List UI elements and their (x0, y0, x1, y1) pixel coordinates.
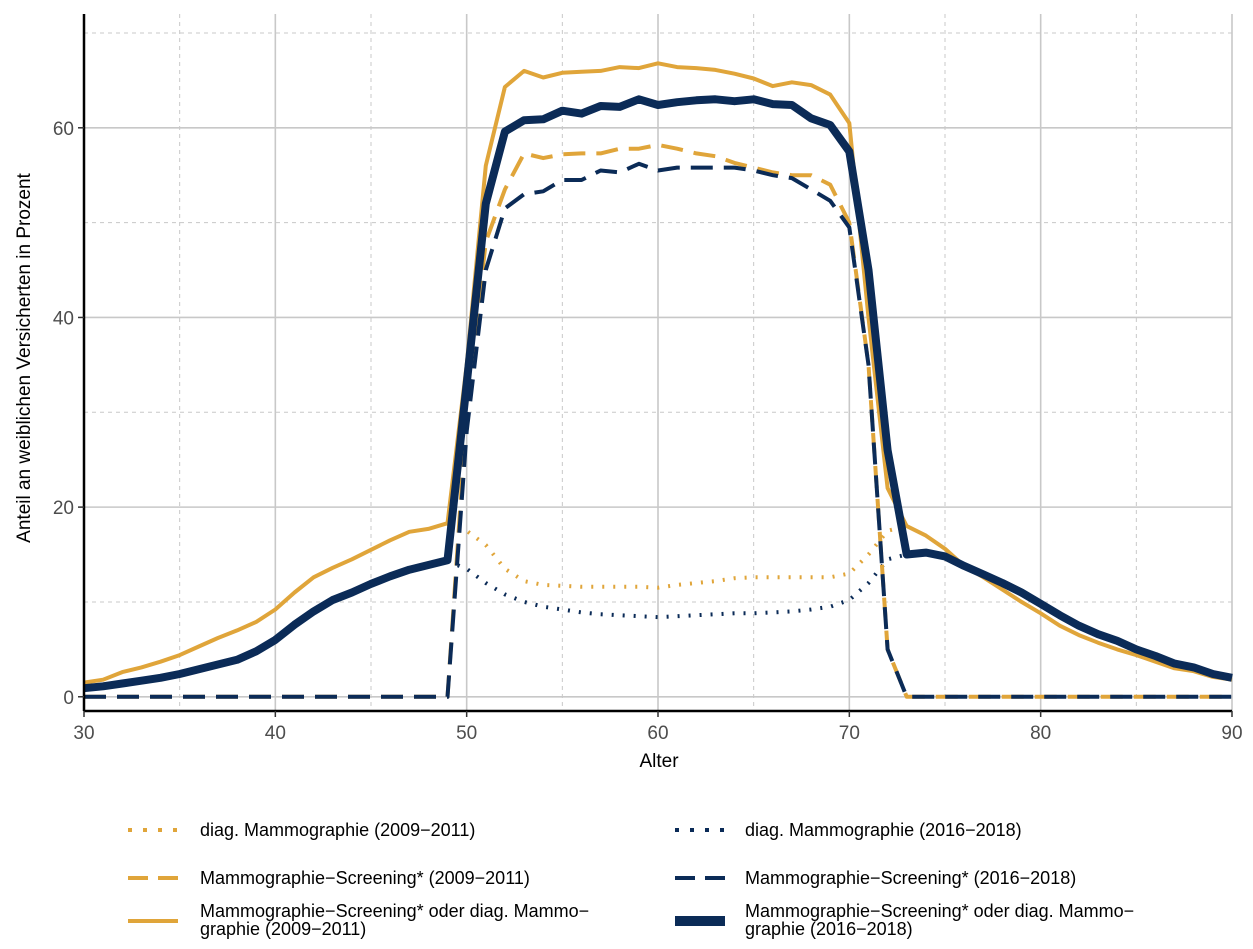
y-tick-label: 60 (53, 119, 74, 140)
x-tick-label: 60 (647, 723, 668, 744)
series-line-2 (446, 552, 908, 620)
x-tick-label: 30 (73, 723, 94, 744)
x-tick-label: 70 (839, 723, 860, 744)
series-lines (83, 61, 1233, 699)
series-line-6 (83, 95, 1233, 693)
y-tick-label: 40 (53, 308, 74, 329)
legend-label: Mammographie−Screening* (2009−2011) (200, 868, 530, 888)
x-tick-label: 90 (1221, 723, 1242, 744)
legend-label: Mammographie−Screening* oder diag. Mammo… (200, 901, 589, 921)
legend-label: diag. Mammographie (2009−2011) (200, 820, 475, 840)
legend-label: graphie (2009−2011) (200, 919, 366, 939)
series-line-5 (83, 61, 1233, 685)
x-axis-title: Alter (639, 751, 679, 772)
series-line-3 (84, 142, 1232, 699)
x-tick-label: 80 (1030, 723, 1051, 744)
y-axis-title: Anteil an weiblichen Versicherten in Pro… (14, 172, 35, 542)
series-line-4 (84, 161, 1232, 699)
legend: diag. Mammographie (2009−2011) Mammograph… (128, 820, 1134, 939)
legend-label: Mammographie−Screening* oder diag. Mammo… (745, 901, 1134, 921)
legend-label: graphie (2016−2018) (745, 919, 913, 939)
legend-label: Mammographie−Screening* (2016−2018) (745, 868, 1076, 888)
x-tick-label: 40 (265, 723, 286, 744)
x-tick-label: 50 (456, 723, 477, 744)
y-tick-label: 20 (53, 498, 74, 519)
grid (83, 14, 1233, 711)
series-line-1 (446, 522, 908, 590)
tick-labels: 30 40 50 60 70 80 90 0 20 40 60 (53, 119, 1243, 744)
legend-label: diag. Mammographie (2016−2018) (745, 820, 1022, 840)
y-tick-label: 0 (63, 688, 74, 709)
